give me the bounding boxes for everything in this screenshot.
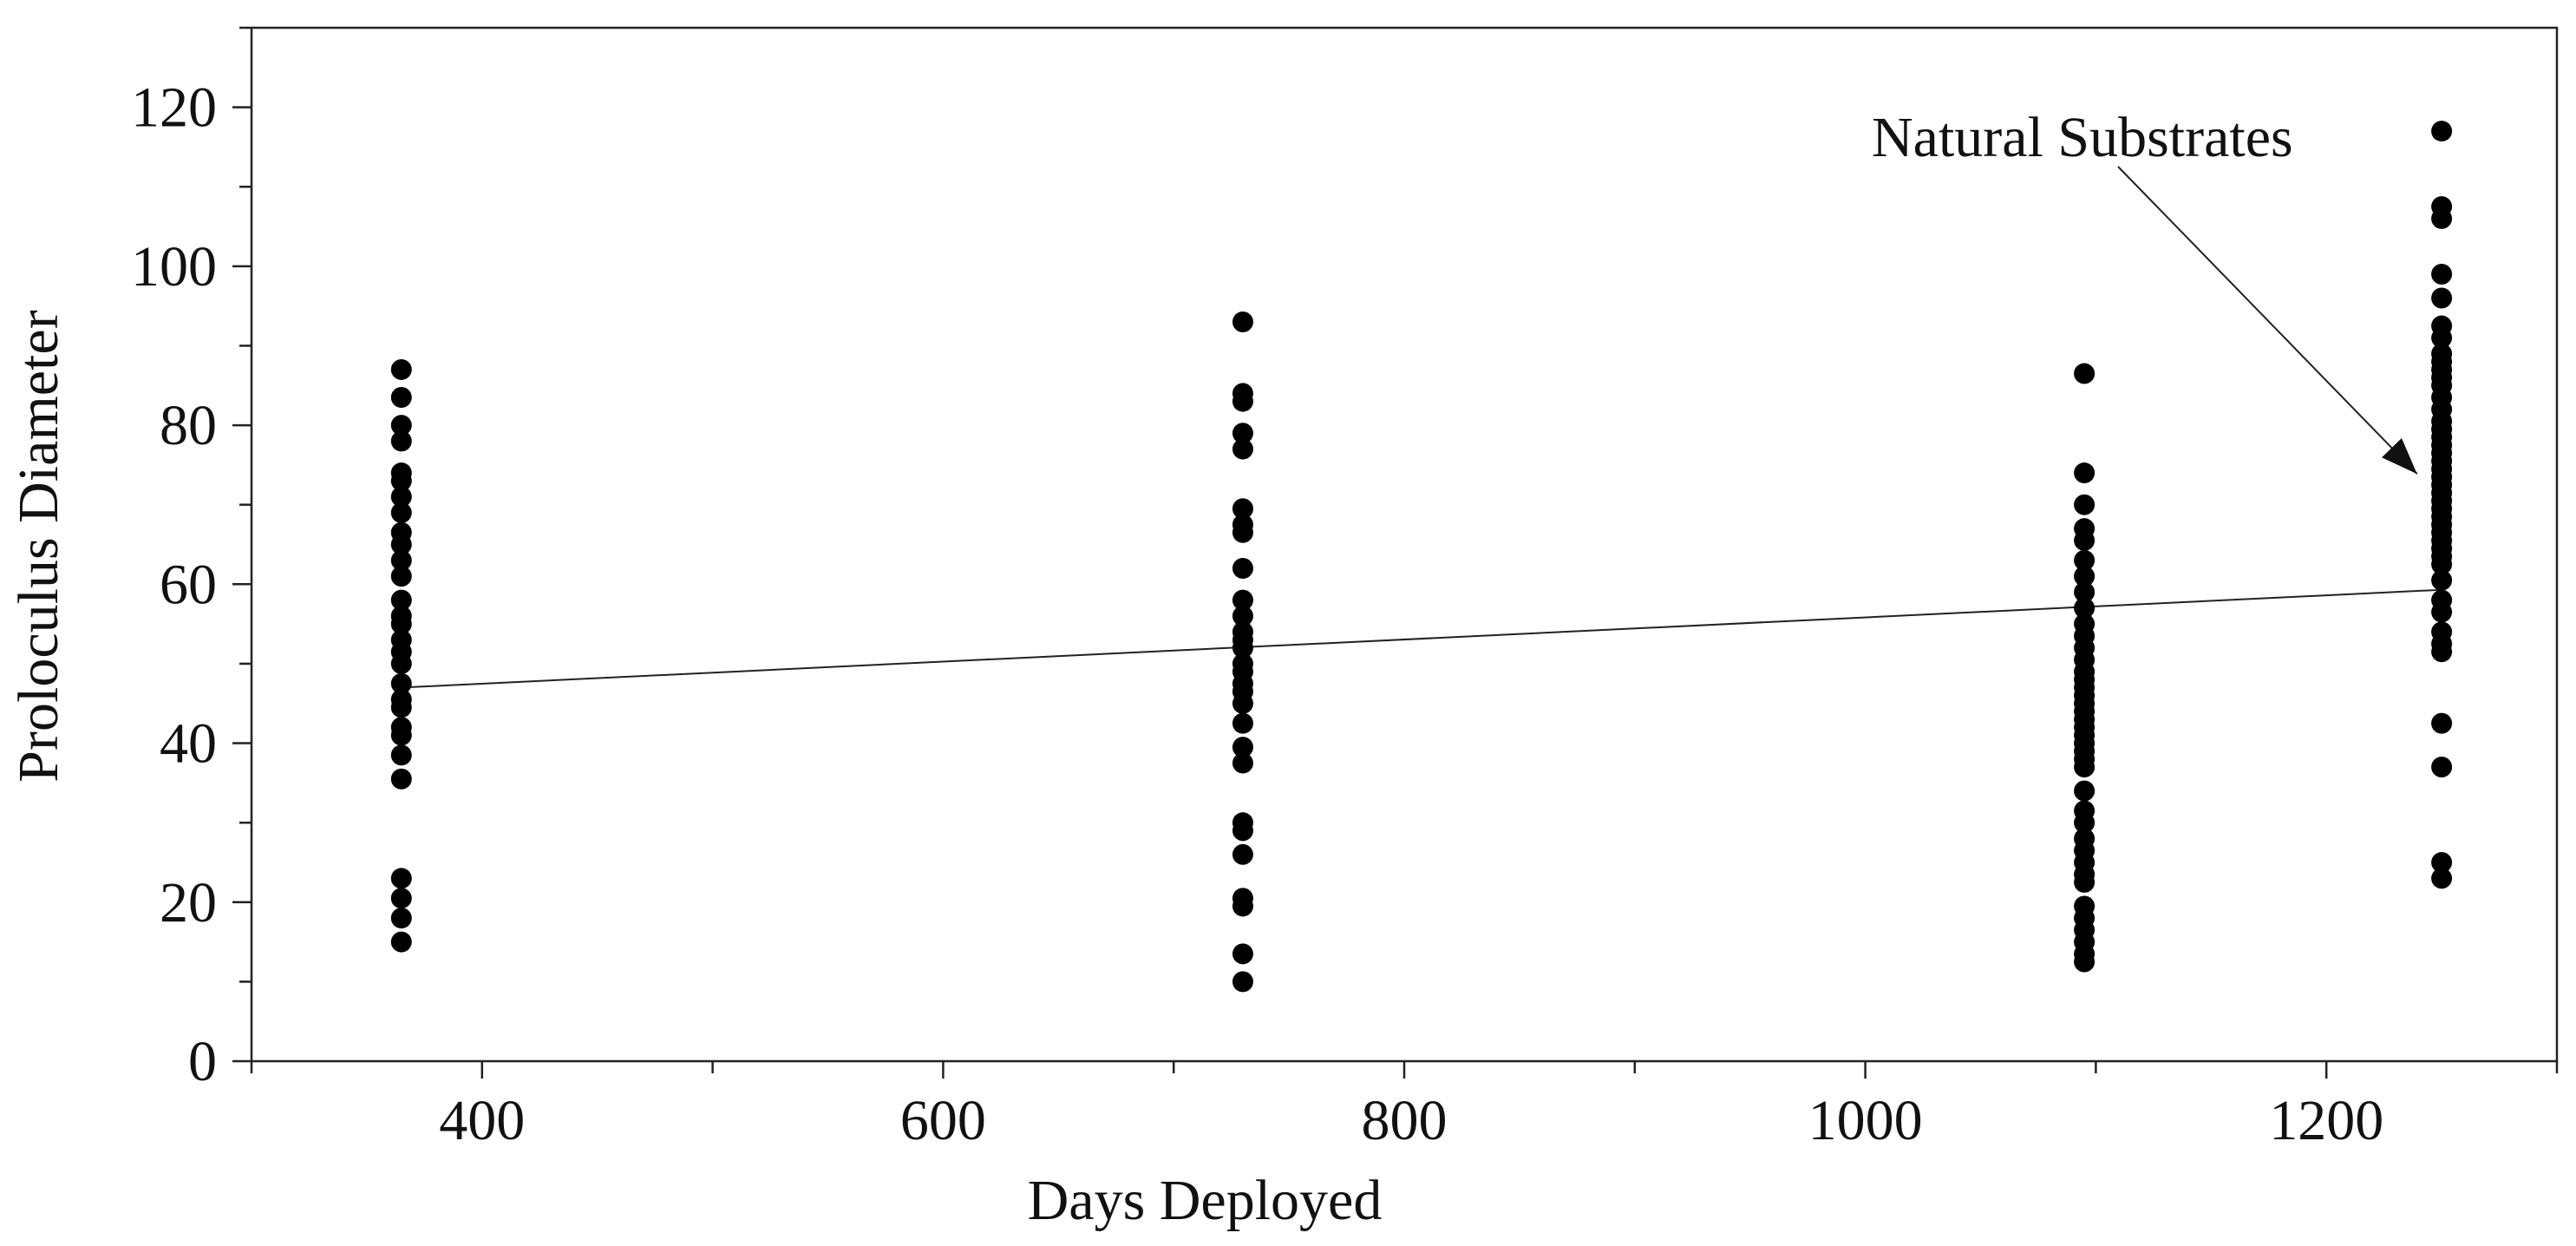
y-tick-label: 0 — [188, 1030, 217, 1093]
data-point — [1232, 390, 1253, 412]
data-point — [390, 430, 412, 452]
data-point — [390, 502, 412, 523]
data-point — [2431, 641, 2453, 663]
data-point — [2074, 951, 2095, 973]
data-point — [390, 653, 412, 674]
data-point — [1232, 557, 1253, 579]
x-tick-label: 400 — [439, 1089, 525, 1152]
data-point — [1232, 423, 1253, 444]
data-point — [2431, 851, 2453, 873]
plot-frame — [250, 26, 2559, 1063]
data-point — [2431, 287, 2453, 309]
data-point — [390, 908, 412, 929]
data-point — [390, 613, 412, 635]
data-point — [390, 358, 412, 380]
data-point — [390, 470, 412, 492]
data-point — [390, 672, 412, 694]
data-point — [2074, 597, 2095, 619]
annotation-arrow-line — [2117, 166, 2418, 475]
data-point — [1232, 712, 1253, 734]
data-point — [1232, 589, 1253, 611]
data-point — [2074, 871, 2095, 893]
data-point — [390, 549, 412, 571]
data-point — [2431, 554, 2453, 575]
data-point — [2074, 529, 2095, 551]
data-point — [390, 566, 412, 587]
data-point — [2074, 581, 2095, 603]
data-point — [1232, 692, 1253, 714]
data-point — [1232, 943, 1253, 965]
data-point — [1232, 843, 1253, 865]
data-point — [2074, 462, 2095, 484]
data-point — [1232, 971, 1253, 993]
data-point — [390, 868, 412, 889]
data-point — [2431, 757, 2453, 778]
data-point — [2074, 566, 2095, 587]
data-point — [2074, 812, 2095, 834]
y-tick-label: 60 — [160, 553, 217, 616]
data-point — [1232, 438, 1253, 460]
data-point — [1232, 820, 1253, 842]
data-point — [2074, 780, 2095, 802]
data-point — [1232, 521, 1253, 543]
data-point — [1232, 752, 1253, 774]
data-point — [390, 888, 412, 909]
regression-line — [401, 588, 2442, 689]
data-point — [390, 486, 412, 508]
y-tick-label: 100 — [131, 235, 217, 298]
data-point — [390, 768, 412, 790]
data-point — [2431, 601, 2453, 623]
data-point — [1232, 637, 1253, 659]
x-axis-title: Days Deployed — [1028, 1169, 1383, 1232]
y-tick-label: 40 — [160, 712, 217, 776]
data-point — [2431, 569, 2453, 591]
data-point — [1232, 605, 1253, 626]
x-tick-label: 800 — [1362, 1089, 1448, 1152]
data-point — [2074, 757, 2095, 778]
y-tick-label: 120 — [131, 76, 217, 140]
data-point — [2074, 549, 2095, 571]
data-point — [2431, 327, 2453, 349]
data-point — [2431, 207, 2453, 229]
data-point — [2431, 712, 2453, 734]
data-point — [390, 725, 412, 746]
data-point — [2431, 868, 2453, 889]
data-point — [2431, 264, 2453, 285]
data-point — [390, 387, 412, 409]
x-tick-label: 600 — [900, 1089, 986, 1152]
data-point — [1232, 737, 1253, 758]
data-point — [1232, 498, 1253, 520]
annotation-label: Natural Substrates — [1872, 106, 2293, 169]
y-tick-label: 20 — [160, 871, 217, 934]
annotation-arrow-head — [2382, 437, 2417, 475]
x-tick-label: 1000 — [1808, 1089, 1923, 1152]
data-point — [390, 697, 412, 718]
x-tick-label: 1200 — [2269, 1089, 2383, 1152]
data-point — [1232, 311, 1253, 332]
data-point — [2431, 121, 2453, 142]
data-point — [390, 415, 412, 436]
data-point — [2074, 494, 2095, 515]
y-axis-title: Proloculus Diameter — [7, 310, 70, 782]
data-point — [390, 534, 412, 555]
data-point — [390, 744, 412, 766]
data-point — [1232, 895, 1253, 917]
data-point — [390, 931, 412, 953]
data-point — [390, 589, 412, 611]
data-point — [2074, 363, 2095, 384]
y-tick-label: 80 — [160, 394, 217, 457]
